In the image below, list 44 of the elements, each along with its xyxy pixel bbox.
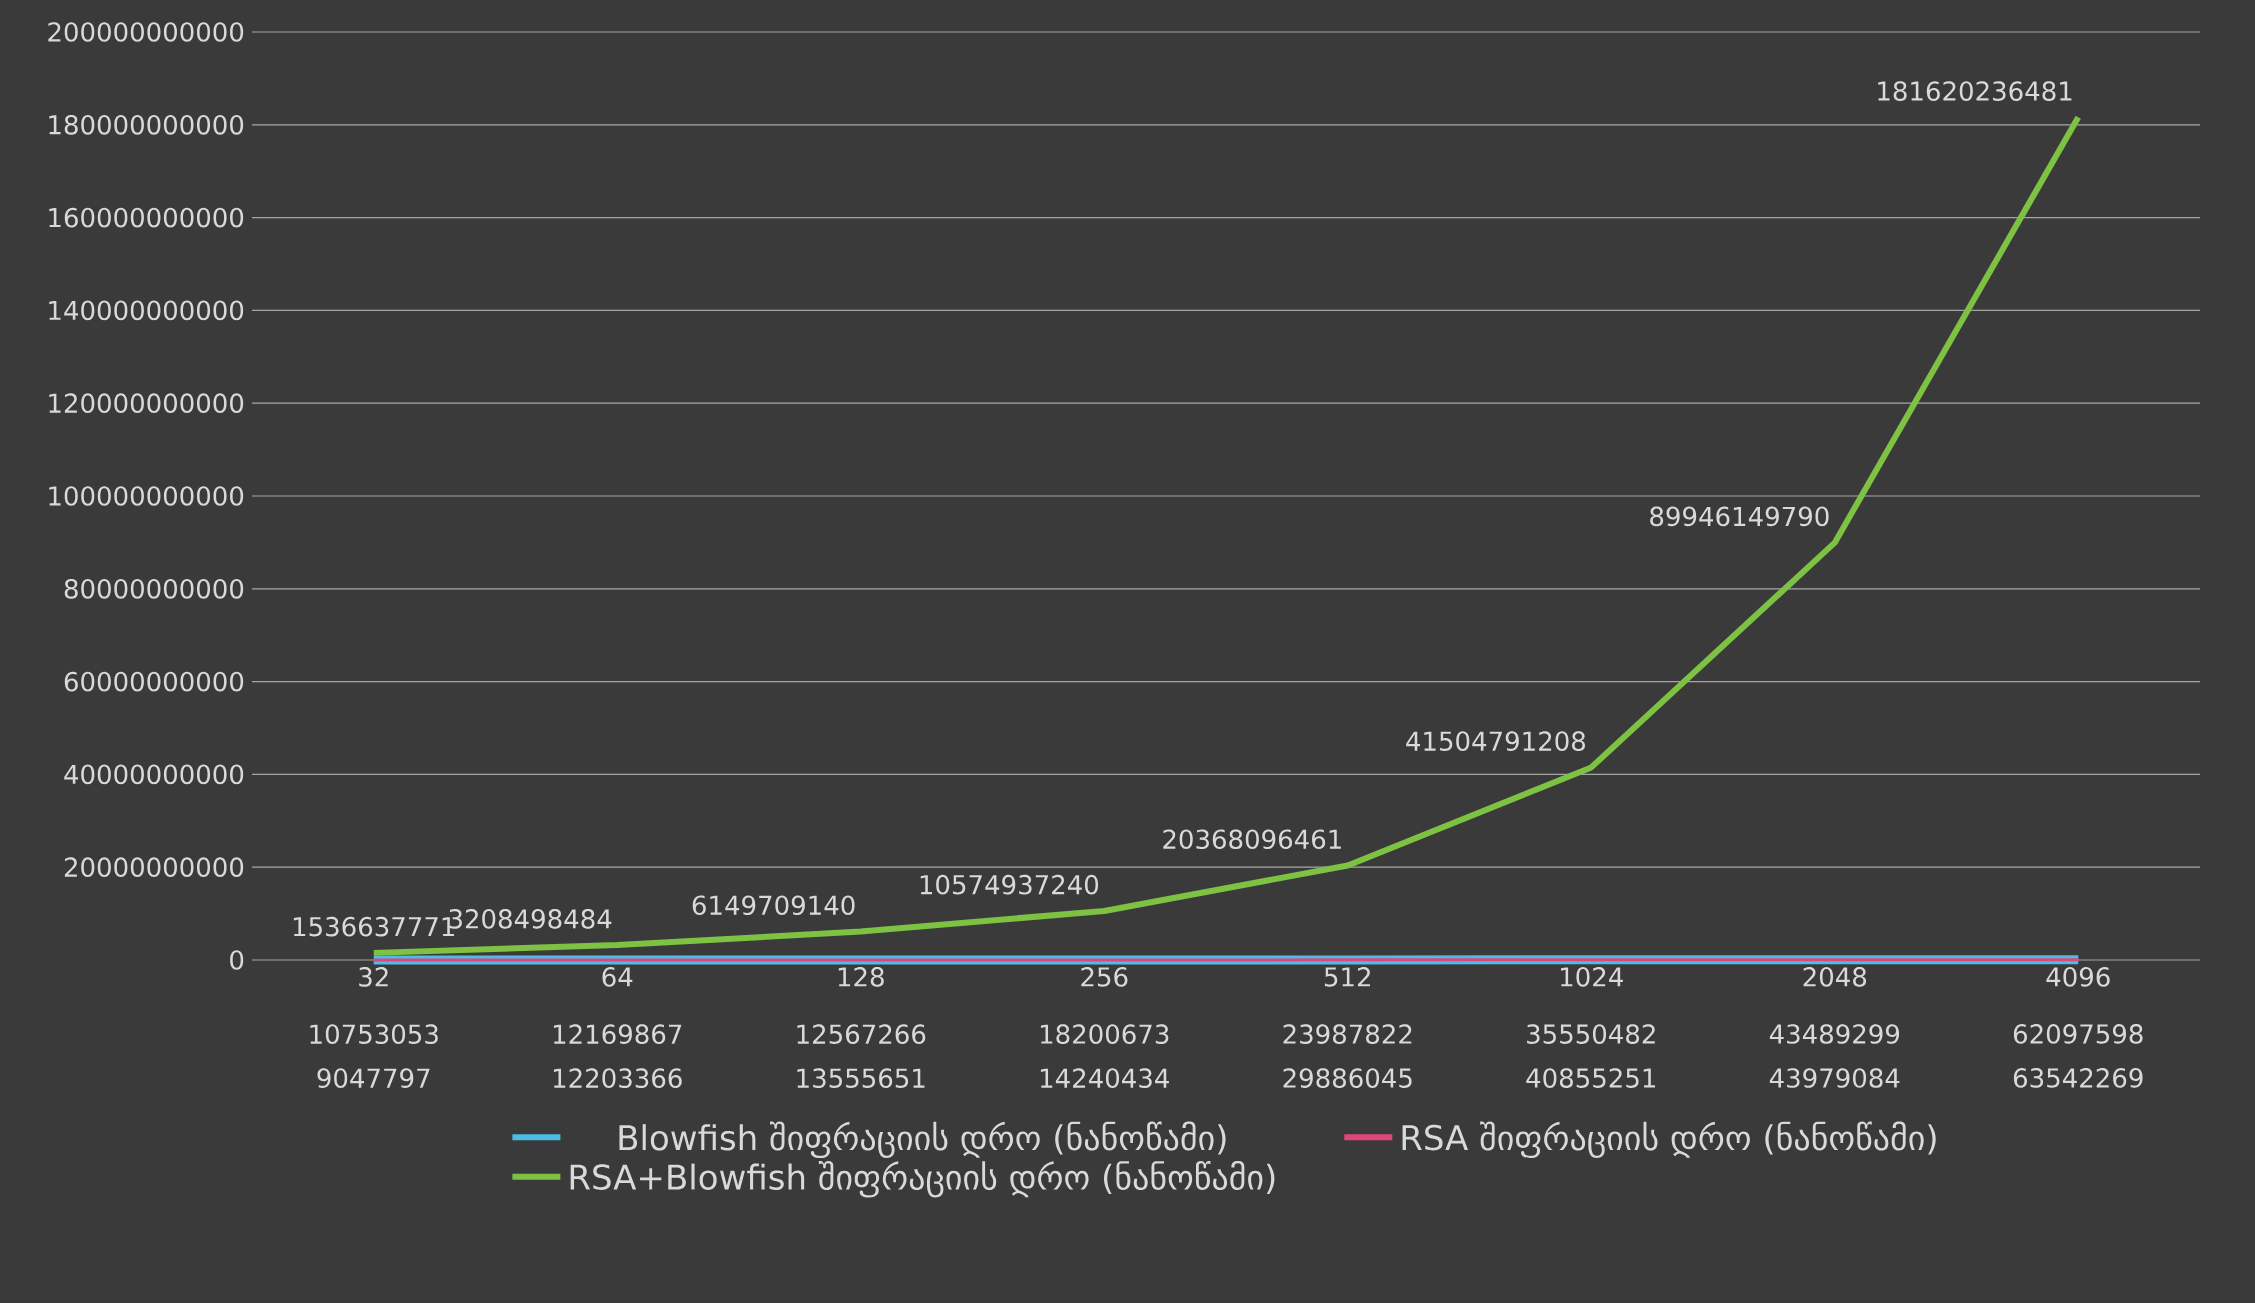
data-label: 41504791208: [1406, 731, 1586, 752]
y-tick-label: 120000000000: [49, 393, 244, 414]
data-label: 62097598: [2013, 1024, 2143, 1044]
data-label: 20368096461: [1163, 829, 1341, 850]
y-tick-label: 100000000000: [49, 486, 244, 506]
data-label: 14240434: [1040, 1068, 1169, 1089]
x-tick-label: 32: [359, 967, 388, 987]
y-tick-label: 140000000000: [49, 300, 244, 321]
y-tick-label: 20000000000: [64, 857, 244, 878]
data-label: 9047797: [317, 1068, 430, 1089]
y-tick-label: 60000000000: [64, 671, 244, 692]
data-label: 181620236481: [1878, 81, 2072, 101]
y-tick-label: 80000000000: [64, 578, 244, 599]
data-label: 35550482: [1527, 1024, 1655, 1044]
y-tick-label: 0: [230, 950, 244, 970]
data-label: 63542269: [2013, 1068, 2143, 1088]
y-tick-label: 40000000000: [64, 764, 244, 785]
x-tick-label: 1024: [1561, 967, 1623, 987]
data-label: 13555651: [797, 1068, 925, 1089]
legend-label: RSA შიფრაციის დრო (ნანოწამი): [1402, 1121, 1936, 1159]
y-tick-label: 160000000000: [49, 207, 244, 228]
x-tick-label: 4096: [2046, 967, 2110, 987]
legend-label: RSA+Blowfish შიფრაციის დრო (ნანოწამი): [570, 1160, 1275, 1198]
data-label: 12169867: [553, 1024, 682, 1045]
legend-label: Blowfish შიფრაციის დრო (ნანოწამი): [619, 1121, 1226, 1159]
data-label: 10574937240: [920, 874, 1099, 895]
data-label: 6149709140: [692, 895, 855, 916]
data-label: 10753053: [310, 1024, 438, 1045]
data-label: 43979084: [1769, 1068, 1900, 1088]
x-tick-label: 2048: [1803, 967, 1867, 987]
x-tick-label: 512: [1324, 967, 1370, 987]
y-tick-label: 180000000000: [49, 114, 244, 135]
data-label: 89946149790: [1650, 506, 1829, 527]
x-tick-label: 128: [838, 967, 884, 987]
data-label: 23987822: [1283, 1024, 1412, 1044]
x-tick-label: 256: [1081, 967, 1128, 987]
data-label: 43489299: [1769, 1024, 1900, 1044]
x-tick-label: 64: [602, 967, 633, 987]
y-tick-label: 200000000000: [48, 22, 244, 42]
data-label: 12203366: [553, 1068, 682, 1089]
data-label: 40855251: [1526, 1068, 1655, 1088]
data-label: 18200673: [1040, 1024, 1169, 1044]
data-label: 29886045: [1283, 1068, 1412, 1088]
data-label: 12567266: [797, 1024, 926, 1045]
